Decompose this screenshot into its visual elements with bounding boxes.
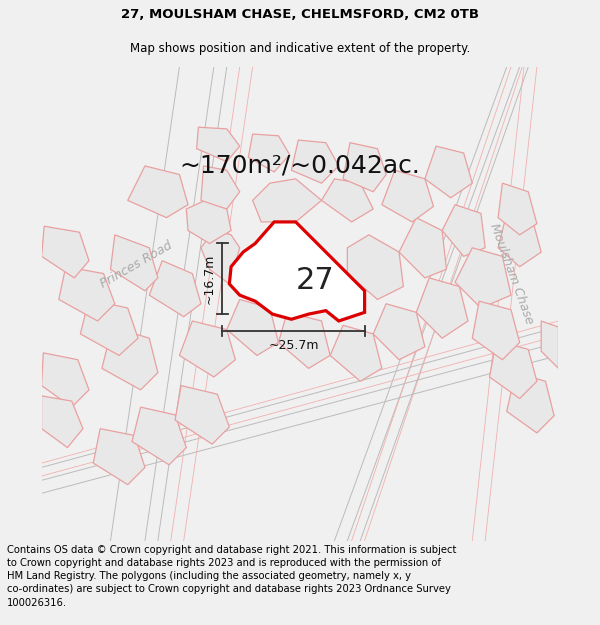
Polygon shape [322, 179, 373, 222]
Polygon shape [253, 179, 322, 222]
Polygon shape [197, 127, 240, 162]
Text: 27: 27 [296, 266, 335, 295]
Polygon shape [330, 325, 382, 381]
Polygon shape [490, 341, 537, 399]
Polygon shape [102, 327, 158, 390]
Text: Princes Road: Princes Road [98, 239, 175, 291]
Text: ~170m²/~0.042ac.: ~170m²/~0.042ac. [179, 154, 421, 178]
Text: ~25.7m: ~25.7m [269, 339, 319, 352]
Text: 27, MOULSHAM CHASE, CHELMSFORD, CM2 0TB: 27, MOULSHAM CHASE, CHELMSFORD, CM2 0TB [121, 8, 479, 21]
Polygon shape [498, 213, 541, 267]
Polygon shape [41, 396, 83, 448]
Polygon shape [399, 217, 446, 278]
Polygon shape [498, 183, 537, 235]
Polygon shape [93, 429, 145, 484]
Polygon shape [201, 231, 240, 284]
Polygon shape [175, 386, 229, 444]
Polygon shape [229, 222, 365, 321]
Text: ~16.7m: ~16.7m [202, 254, 215, 304]
Polygon shape [373, 304, 425, 360]
Text: Moulsham Chase: Moulsham Chase [487, 221, 535, 326]
Polygon shape [541, 321, 559, 368]
Polygon shape [132, 407, 186, 465]
Polygon shape [455, 248, 511, 308]
Polygon shape [80, 299, 138, 356]
Polygon shape [248, 134, 290, 172]
Polygon shape [227, 299, 278, 356]
Polygon shape [507, 372, 554, 433]
Polygon shape [149, 261, 201, 317]
Polygon shape [186, 201, 231, 244]
Polygon shape [41, 353, 89, 407]
Polygon shape [201, 166, 240, 209]
Text: Contains OS data © Crown copyright and database right 2021. This information is : Contains OS data © Crown copyright and d… [7, 545, 457, 608]
Polygon shape [382, 170, 434, 222]
Polygon shape [425, 146, 472, 198]
Polygon shape [343, 142, 386, 192]
Polygon shape [41, 226, 89, 278]
Polygon shape [472, 301, 520, 360]
Polygon shape [128, 166, 188, 217]
Polygon shape [59, 267, 115, 321]
Polygon shape [278, 312, 330, 368]
Polygon shape [347, 235, 403, 299]
Polygon shape [416, 278, 468, 338]
Polygon shape [110, 235, 158, 291]
Polygon shape [179, 321, 235, 377]
Polygon shape [292, 140, 339, 183]
Text: Map shows position and indicative extent of the property.: Map shows position and indicative extent… [130, 42, 470, 54]
Polygon shape [442, 205, 485, 256]
